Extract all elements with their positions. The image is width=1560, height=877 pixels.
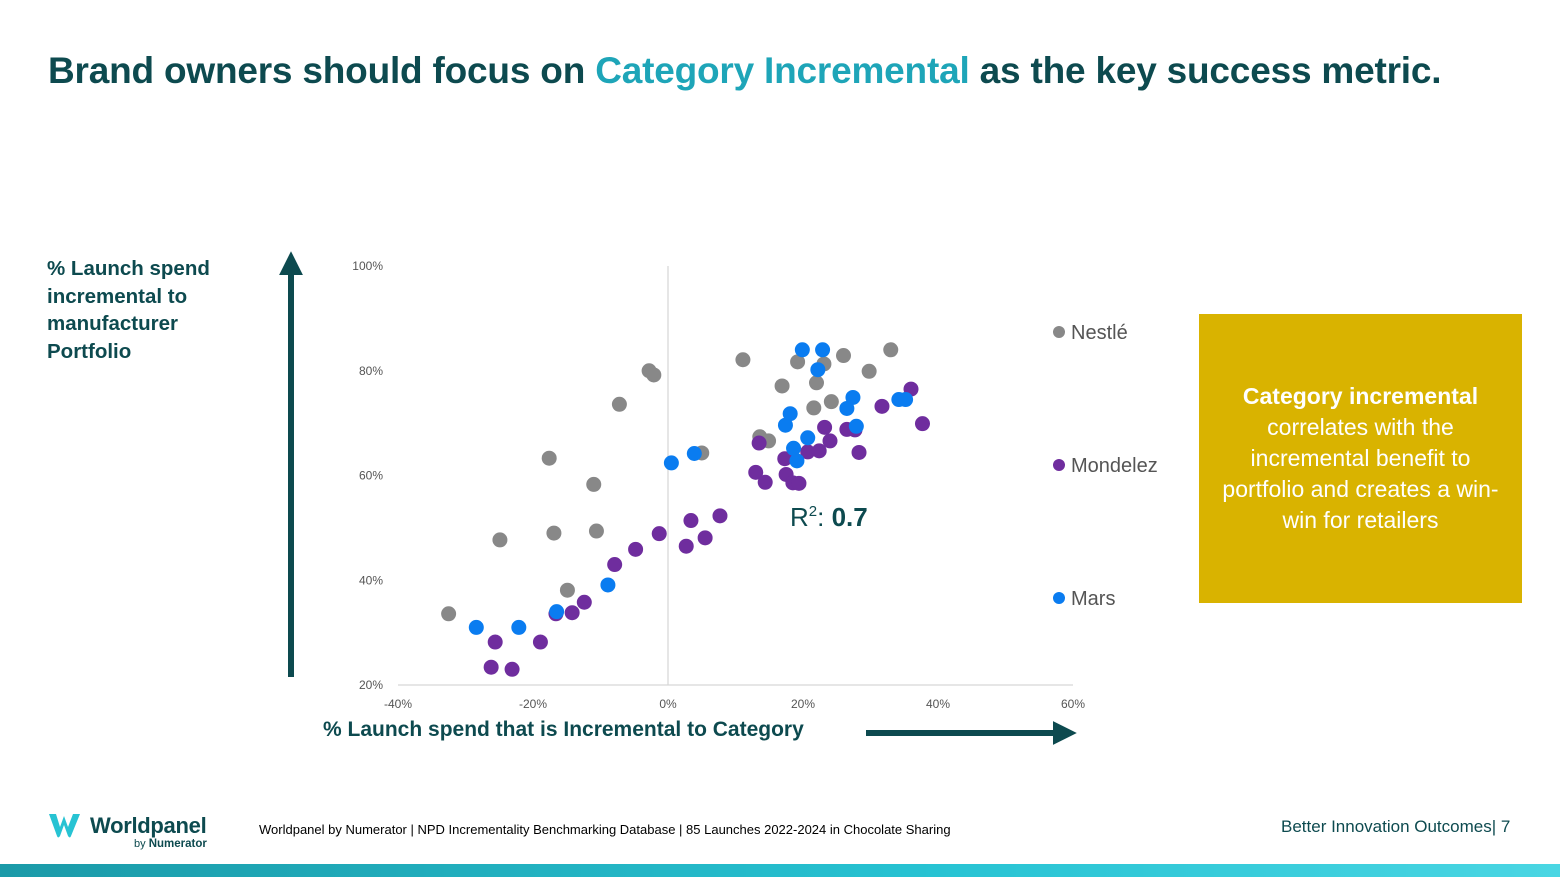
data-point-nestl- bbox=[588, 523, 604, 539]
data-point-mondelez bbox=[791, 475, 807, 491]
data-point-mars bbox=[800, 430, 816, 446]
data-point-nestl- bbox=[836, 348, 851, 364]
worldpanel-logo-icon bbox=[49, 814, 80, 838]
data-point-mondelez bbox=[697, 530, 713, 546]
data-point-mondelez bbox=[576, 594, 592, 610]
y-tick-label: 60% bbox=[359, 469, 383, 483]
x-tick-label: 20% bbox=[791, 697, 815, 711]
legend-label-mars: Mars bbox=[1071, 588, 1115, 610]
data-point-nestl- bbox=[611, 396, 627, 412]
callout-bold-text: Category incremental bbox=[1242, 383, 1479, 409]
data-point-nestl- bbox=[823, 394, 839, 410]
data-point-mondelez bbox=[748, 464, 764, 480]
data-point-mondelez bbox=[607, 557, 623, 573]
data-point-mondelez bbox=[712, 508, 728, 524]
legend-marker-mondelez bbox=[1053, 459, 1065, 471]
data-point-nestl- bbox=[806, 400, 822, 416]
data-point-mondelez bbox=[811, 443, 827, 459]
y-axis-label: % Launch spend incremental to manufactur… bbox=[47, 257, 210, 363]
data-point-nestl- bbox=[541, 450, 557, 466]
data-point-nestl- bbox=[586, 476, 602, 492]
y-tick-label: 40% bbox=[359, 573, 383, 587]
data-point-mars bbox=[898, 392, 914, 408]
data-point-mars bbox=[549, 604, 565, 620]
data-point-mars bbox=[786, 440, 802, 456]
legend-label-mondelez: Mondelez bbox=[1071, 455, 1158, 477]
data-point-nestl- bbox=[861, 363, 877, 379]
data-point-mondelez bbox=[822, 433, 838, 449]
data-point-mondelez bbox=[651, 526, 667, 542]
x-axis-label: % Launch spend that is Incremental to Ca… bbox=[323, 718, 804, 741]
x-tick-label: -20% bbox=[519, 697, 547, 711]
y-tick-label: 100% bbox=[352, 259, 383, 273]
logo-name: Worldpanel bbox=[90, 813, 207, 838]
logo-subtitle: by Numerator bbox=[134, 838, 207, 850]
data-point-mars bbox=[810, 362, 826, 378]
data-point-mars bbox=[600, 577, 616, 593]
r-squared-annotation: R2: 0.7 bbox=[790, 502, 868, 532]
data-point-mondelez bbox=[678, 538, 694, 554]
data-point-mondelez bbox=[564, 605, 580, 621]
legend-label-nestl-: Nestlé bbox=[1071, 322, 1128, 344]
data-point-mars bbox=[789, 453, 805, 469]
data-point-mondelez bbox=[532, 634, 548, 650]
data-point-mars bbox=[686, 446, 702, 462]
data-point-mars bbox=[511, 619, 527, 635]
data-point-mars bbox=[839, 400, 855, 416]
title-prefix: Brand owners should focus on bbox=[48, 50, 596, 91]
data-point-nestl- bbox=[441, 606, 457, 622]
data-point-mars bbox=[468, 619, 484, 635]
data-point-nestl- bbox=[546, 525, 562, 541]
data-point-mondelez bbox=[914, 416, 930, 432]
data-point-mondelez bbox=[757, 474, 773, 490]
x-tick-label: 60% bbox=[1061, 697, 1085, 711]
page-title: Brand owners should focus on Category In… bbox=[48, 50, 1442, 92]
data-point-nestl- bbox=[883, 342, 899, 358]
callout-body-text: correlates with the incremental benefit … bbox=[1222, 414, 1499, 533]
data-point-mondelez bbox=[483, 659, 499, 675]
title-highlight: Category Incremental bbox=[595, 50, 970, 91]
data-point-mondelez bbox=[683, 513, 699, 529]
data-point-mondelez bbox=[800, 444, 816, 460]
data-point-mars bbox=[848, 418, 864, 434]
data-point-nestl- bbox=[774, 378, 790, 394]
data-point-mars bbox=[782, 406, 798, 422]
legend-marker-nestl- bbox=[1053, 326, 1065, 338]
scatter-chart: -40% -20% 0% 20% 40% 60% 20% 40% 60% 80% 100% Nest… bbox=[279, 251, 1158, 745]
y-tick-label: 20% bbox=[359, 678, 383, 692]
data-point-mars bbox=[815, 342, 831, 358]
data-point-mondelez bbox=[751, 435, 767, 451]
title-suffix: as the key success metric. bbox=[969, 50, 1442, 91]
data-point-nestl- bbox=[492, 532, 508, 548]
x-tick-label: -40% bbox=[384, 697, 412, 711]
data-point-mondelez bbox=[504, 661, 520, 677]
data-point-mondelez bbox=[817, 419, 833, 435]
data-point-nestl- bbox=[735, 352, 751, 368]
logo-by: by bbox=[134, 838, 146, 850]
x-tick-label: 0% bbox=[659, 697, 677, 711]
data-point-nestl- bbox=[646, 367, 662, 383]
callout-box: Category incremental correlates with the… bbox=[1199, 314, 1522, 603]
source-note: Worldpanel by Numerator | NPD Incrementa… bbox=[259, 822, 951, 837]
logo-brand: Numerator bbox=[148, 838, 207, 850]
data-point-mondelez bbox=[851, 444, 867, 460]
data-point-mars bbox=[777, 417, 793, 433]
data-point-mondelez bbox=[487, 634, 503, 650]
data-point-mars bbox=[794, 342, 810, 358]
data-point-nestl- bbox=[809, 375, 824, 391]
y-tick-label: 80% bbox=[359, 364, 383, 378]
legend-marker-mars bbox=[1053, 592, 1065, 604]
data-point-nestl- bbox=[790, 354, 806, 370]
data-point-nestl- bbox=[559, 582, 575, 598]
x-tick-label: 40% bbox=[926, 697, 950, 711]
page-reference: Better Innovation Outcomes| 7 bbox=[1281, 817, 1511, 836]
data-point-mars bbox=[845, 389, 861, 405]
data-point-mondelez bbox=[628, 541, 644, 557]
data-point-mondelez bbox=[874, 398, 890, 414]
bottom-accent-bar bbox=[0, 864, 1560, 877]
data-point-mondelez bbox=[777, 451, 793, 467]
data-point-mars bbox=[663, 455, 679, 471]
